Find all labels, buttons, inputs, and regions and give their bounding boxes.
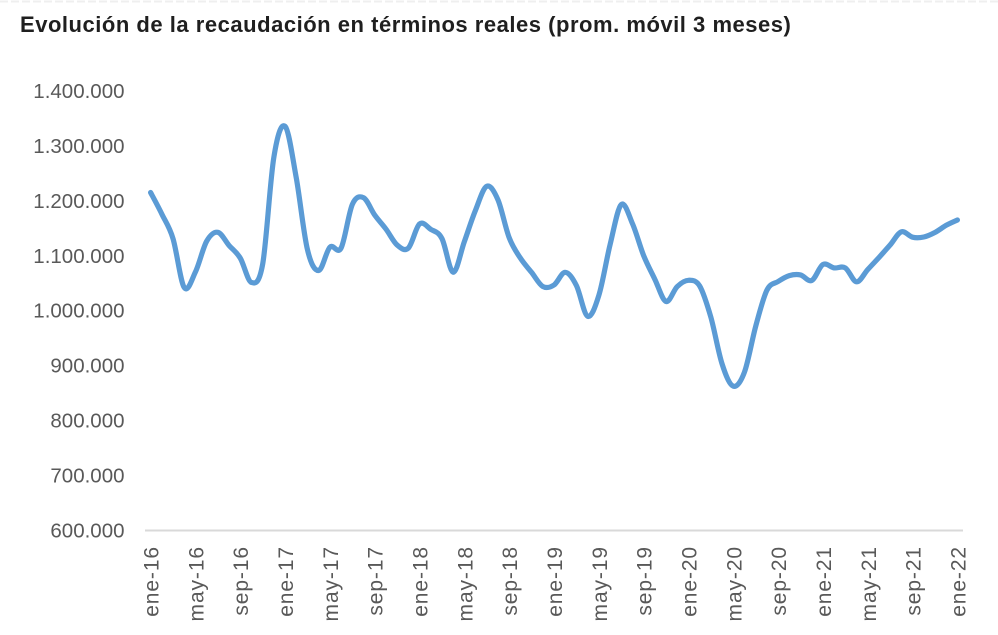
svg-text:1.400.000: 1.400.000 — [33, 80, 124, 103]
svg-text:sep-16: sep-16 — [230, 546, 253, 616]
svg-text:may-20: may-20 — [723, 546, 746, 621]
svg-text:may-19: may-19 — [589, 546, 612, 621]
svg-text:1.300.000: 1.300.000 — [33, 135, 124, 158]
svg-text:1.200.000: 1.200.000 — [33, 190, 124, 213]
svg-text:sep-18: sep-18 — [499, 546, 522, 616]
svg-text:900.000: 900.000 — [50, 355, 124, 378]
svg-text:sep-20: sep-20 — [768, 546, 791, 616]
svg-text:1.100.000: 1.100.000 — [33, 245, 124, 268]
svg-text:sep-17: sep-17 — [365, 546, 388, 616]
svg-text:ene-16: ene-16 — [141, 546, 164, 617]
svg-text:sep-21: sep-21 — [903, 546, 926, 616]
svg-text:700.000: 700.000 — [50, 464, 124, 487]
svg-text:sep-19: sep-19 — [634, 546, 657, 616]
svg-text:1.000.000: 1.000.000 — [33, 300, 124, 323]
svg-text:ene-17: ene-17 — [275, 546, 298, 617]
svg-text:ene-20: ene-20 — [679, 546, 702, 617]
svg-text:600.000: 600.000 — [50, 519, 124, 542]
svg-text:ene-22: ene-22 — [947, 546, 970, 617]
svg-text:ene-21: ene-21 — [813, 546, 836, 617]
svg-text:800.000: 800.000 — [50, 410, 124, 433]
svg-text:may-18: may-18 — [454, 546, 477, 621]
svg-text:ene-18: ene-18 — [410, 546, 433, 617]
svg-text:may-21: may-21 — [858, 546, 881, 621]
svg-text:ene-19: ene-19 — [544, 546, 567, 617]
svg-text:may-16: may-16 — [185, 546, 208, 621]
svg-text:may-17: may-17 — [320, 546, 343, 621]
